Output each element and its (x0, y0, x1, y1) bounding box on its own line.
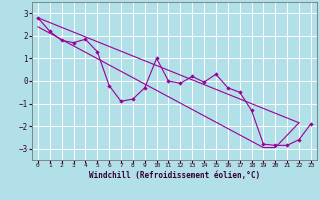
X-axis label: Windchill (Refroidissement éolien,°C): Windchill (Refroidissement éolien,°C) (89, 171, 260, 180)
